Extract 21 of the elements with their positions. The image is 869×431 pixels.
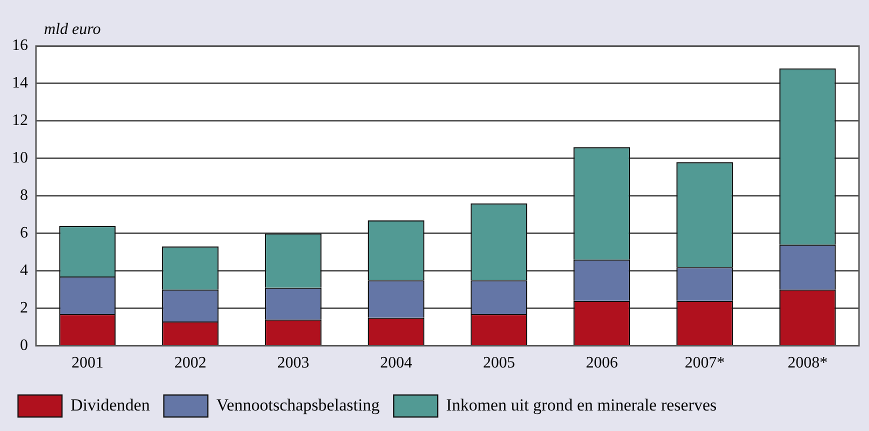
y-tick-label: 12 — [12, 112, 28, 130]
y-tick-label: 10 — [12, 150, 28, 167]
y-axis-title: mld euro — [44, 21, 101, 38]
legend-label: Vennootschapsbelasting — [216, 395, 380, 414]
y-tick-label: 4 — [20, 262, 28, 280]
y-tick-label: 14 — [12, 74, 28, 92]
x-tick-label: 2004 — [380, 354, 412, 372]
legend-label: Inkomen uit grond en minerale reserves — [446, 395, 717, 414]
y-tick-label: 2 — [20, 300, 28, 317]
x-tick-label: 2008* — [788, 354, 828, 372]
x-tick-label: 2006 — [586, 354, 618, 372]
legend-label: Dividenden — [70, 395, 150, 414]
y-tick-label: 6 — [20, 224, 28, 242]
x-tick-label: 2002 — [174, 354, 206, 372]
y-tick-label: 16 — [12, 37, 28, 54]
y-tick-label: 8 — [20, 187, 28, 204]
x-tick-label: 2003 — [277, 354, 310, 372]
x-tick-label: 2007* — [684, 354, 725, 372]
x-tick-label: 2005 — [482, 354, 515, 372]
y-tick-label: 0 — [20, 337, 28, 354]
x-tick-label: 2001 — [71, 354, 104, 372]
